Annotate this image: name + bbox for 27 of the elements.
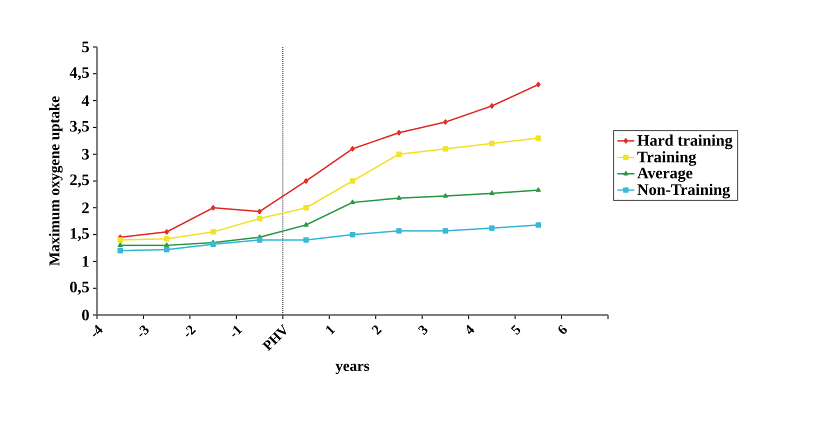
x-tick-label: 5 bbox=[510, 324, 520, 335]
x-tick-label: 6 bbox=[558, 324, 567, 334]
legend-label: Non-Training bbox=[637, 184, 730, 198]
x-tick-label: 1 bbox=[326, 326, 336, 335]
x-tick-label: 3 bbox=[418, 326, 428, 335]
x-tick-label: -2 bbox=[186, 326, 196, 337]
y-tick-label: 1 bbox=[82, 256, 89, 267]
x-tick-label: 2 bbox=[372, 326, 382, 336]
y-tick-label: 1,5 bbox=[70, 228, 89, 242]
y-tick-label: 4 bbox=[82, 95, 90, 106]
y-tick-label: 3 bbox=[82, 148, 89, 160]
legend-label: Training bbox=[637, 151, 696, 166]
y-axis-title: Maximum oxygene uptake bbox=[48, 96, 63, 266]
x-tick-label: -4 bbox=[92, 324, 103, 336]
y-tick-label: 3,5 bbox=[70, 120, 89, 134]
y-tick-label: 0,5 bbox=[70, 282, 89, 295]
y-tick-label: 0 bbox=[82, 310, 89, 320]
x-tick-label: 4 bbox=[466, 324, 474, 334]
legend-label: Average bbox=[637, 168, 692, 182]
y-tick-label: 2 bbox=[82, 202, 89, 214]
x-axis-title: years bbox=[336, 364, 370, 374]
legend-label: Hard training bbox=[637, 134, 733, 150]
x-tick-label: -1 bbox=[232, 326, 242, 336]
y-tick-label: 5 bbox=[82, 42, 89, 52]
x-tick-label: -3 bbox=[139, 326, 149, 337]
y-tick-label: 2,5 bbox=[70, 174, 89, 188]
y-tick-label: 4,5 bbox=[70, 67, 89, 80]
